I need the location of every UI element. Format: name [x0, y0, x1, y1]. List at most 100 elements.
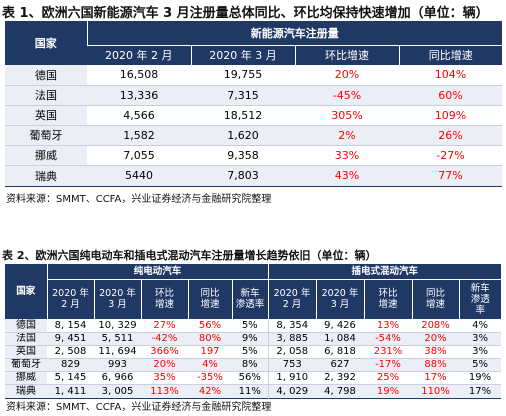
- table2-bev-penetration: 5%: [232, 319, 269, 333]
- table2-phev-penetration: 17%: [468, 385, 492, 397]
- table1-row: 英国 4,566 18,512 305% 109%: [5, 105, 502, 126]
- table2-country: 英国: [5, 345, 47, 359]
- table2-phev-mom: 25%: [364, 371, 412, 385]
- table2-bev-yoy: 80%: [188, 332, 232, 346]
- table2-country: 挪威: [5, 371, 47, 385]
- table2-bev-feb: 829: [47, 358, 94, 372]
- table2-phev-penetration: 3%: [459, 345, 502, 359]
- table2-phev-feb: 2, 058: [268, 345, 316, 359]
- table1-mar-value: 7,803: [227, 169, 259, 182]
- table2-phev-yoy: 20%: [412, 332, 459, 346]
- table2-phev-penetration: 3%: [459, 332, 502, 346]
- table2-phev-yoy: 38%: [412, 345, 459, 359]
- table1-row: 挪威 7,055 9,358 33% -27%: [5, 145, 502, 166]
- table2-bev-yoy: 56%: [188, 319, 232, 333]
- table2-phev-mar: 4, 798: [324, 385, 356, 397]
- table2-row: 挪威 5, 145 6, 966 35% -35% 56% 1, 910 2, …: [5, 371, 502, 385]
- table2-bev-mar: 993: [94, 358, 141, 372]
- table2-row: 英国 2, 508 11, 694 366% 197 5% 2, 058 6, …: [5, 345, 502, 359]
- table2-bev-mar: 3, 005: [101, 385, 134, 397]
- table1-mom-value: 20%: [295, 65, 399, 86]
- table2-bev-feb: 8, 154: [47, 319, 94, 333]
- table1-source-note: 资料来源：SMMT、CCFA，兴业证券经济与金融研究院整理: [6, 194, 272, 205]
- table2-bev-mar: 11, 694: [94, 345, 141, 359]
- table1-yoy-value: 77%: [438, 169, 463, 182]
- table1-country: 葡萄牙: [5, 125, 87, 146]
- table2-bev-penetration: 11%: [232, 384, 269, 398]
- table2-phev-mar: 2, 392: [316, 371, 364, 385]
- table2-phev-feb: 3, 885: [268, 332, 316, 346]
- table2-bev-mom: 113%: [150, 385, 179, 397]
- table1-feb-value: 16,508: [87, 65, 191, 86]
- table1-mom-value: 33%: [295, 145, 399, 166]
- table2-phev-penetration: 4%: [459, 319, 502, 333]
- table2-bev-yoy: 4%: [188, 358, 232, 372]
- table2-row: 葡萄牙 829 993 20% 4% 8% 753 627 -17% 88% 5…: [5, 358, 502, 372]
- table2-bev-penetration: 9%: [232, 332, 269, 346]
- table2-phev-mar: 9, 426: [316, 319, 364, 333]
- table2-bev-feb: 2, 508: [47, 345, 94, 359]
- table2-bev-mom: 35%: [141, 371, 188, 385]
- table1: 国家 新能源汽车注册量 2020 年 2 月 2020 年 3 月 环比增速 同…: [5, 21, 502, 187]
- table1-subheader-mar: 2020 年 3 月: [190, 45, 295, 65]
- table2-bev-mom: -42%: [141, 332, 188, 346]
- table1-country: 法国: [5, 85, 87, 106]
- table2-title: 表 2、欧洲六国纯电动车和插电式混动汽车注册量增长趋势依旧（单位：辆）: [2, 249, 377, 262]
- table2-phev-feb: 1, 910: [268, 371, 316, 385]
- table1-row: 葡萄牙 1,582 1,620 2% 26%: [5, 125, 502, 146]
- table2-bev-mom: 27%: [141, 319, 188, 333]
- table1-header-country: 国家: [5, 21, 87, 65]
- table2-header-phev-group: 插电式混动汽车: [267, 264, 502, 280]
- table2-phev-penetration: 19%: [459, 371, 502, 385]
- table2-bev-mar: 10, 329: [94, 319, 141, 333]
- table2-bev-mar: 6, 966: [94, 371, 141, 385]
- table1-yoy-value: -27%: [399, 145, 502, 166]
- table1-mom-value: 305%: [295, 105, 399, 126]
- table1-title: 表 1、欧洲六国新能源汽车 3 月注册量总体同比、环比均保持快速增加（单位：辆）: [2, 6, 489, 21]
- table1-subheader-mom: 环比增速: [294, 45, 399, 65]
- table1-row: 瑞典 5440 7,803 43% 77%: [5, 165, 502, 186]
- table2-bev-penetration: 5%: [232, 345, 269, 359]
- table2-phev-subheader-penetration: 新车 渗透率: [458, 279, 502, 319]
- table2-bev-feb: 1, 411: [54, 385, 87, 397]
- table2-phev-yoy: 17%: [412, 371, 459, 385]
- table2-source-note: 资料来源：SMMT、CCFA，兴业证券经济与金融研究院整理: [6, 402, 272, 413]
- table2-bev-yoy: 42%: [198, 385, 222, 397]
- table2-country: 葡萄牙: [5, 358, 47, 372]
- table1-header-group: 新能源汽车注册量: [86, 21, 502, 46]
- table2-bev-feb: 9, 451: [47, 332, 94, 346]
- table1-mar-value: 18,512: [191, 105, 295, 126]
- table2-phev-mom: -17%: [364, 358, 412, 372]
- table2-bev-mar: 5, 511: [94, 332, 141, 346]
- table1-mar-value: 19,755: [191, 65, 295, 86]
- table2-bev-subheader-penetration: 新车 渗透率: [231, 279, 268, 319]
- table2-phev-mom: 13%: [364, 319, 412, 333]
- table2-phev-feb: 753: [268, 358, 316, 372]
- table1-country: 英国: [5, 105, 87, 126]
- table2-bev-penetration: 8%: [232, 358, 269, 372]
- table1-mom-value: 43%: [334, 169, 360, 182]
- table1-mar-value: 9,358: [191, 145, 295, 166]
- table1-yoy-value: 104%: [399, 65, 502, 86]
- table1-feb-value: 4,566: [87, 105, 191, 126]
- table2-phev-yoy: 208%: [412, 319, 459, 333]
- table1-yoy-value: 60%: [399, 85, 502, 106]
- table2-row: 德国 8, 154 10, 329 27% 56% 5% 8, 354 9, 4…: [5, 319, 502, 333]
- table2-bev-yoy: 197: [188, 345, 232, 359]
- table2-phev-feb: 8, 354: [268, 319, 316, 333]
- table1-mar-value: 7,315: [191, 85, 295, 106]
- table1-subheader-feb: 2020 年 2 月: [87, 45, 191, 65]
- table2-phev-feb: 4, 029: [276, 385, 309, 397]
- table2-bev-subheader-yoy: 同比 增速: [187, 279, 232, 319]
- table1-country: 瑞典: [35, 169, 57, 183]
- table2-phev-mom: -54%: [364, 332, 412, 346]
- table2-bev-yoy: -35%: [188, 371, 232, 385]
- table1-mom-value: -45%: [295, 85, 399, 106]
- table2-bev-subheader-mom: 环比 增速: [140, 279, 188, 319]
- table1-yoy-value: 26%: [399, 125, 502, 146]
- table2-header-country: 国家: [5, 264, 47, 319]
- table1-row: 德国 16,508 19,755 20% 104%: [5, 65, 502, 86]
- table2-bev-feb: 5, 145: [47, 371, 94, 385]
